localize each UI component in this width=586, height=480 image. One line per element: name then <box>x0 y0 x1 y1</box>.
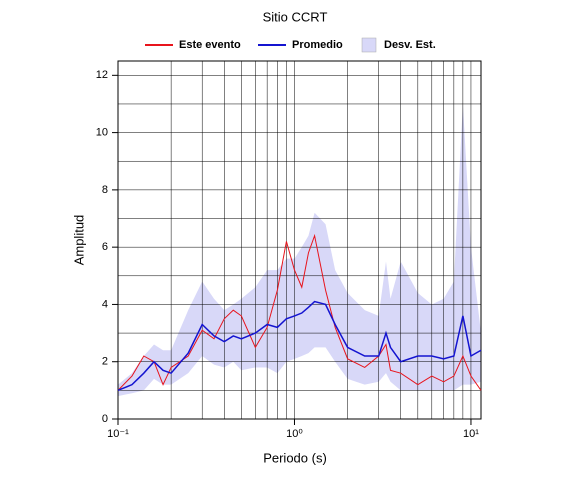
x-tick-label: 10⁰ <box>286 428 303 440</box>
legend-label: Desv. Est. <box>384 39 436 51</box>
y-tick-label: 2 <box>102 356 108 368</box>
y-tick-label: 12 <box>96 69 108 81</box>
x-tick-label: 10⁻¹ <box>107 428 129 440</box>
y-tick-label: 8 <box>102 184 108 196</box>
plot-frame <box>117 60 482 420</box>
x-tick-label: 10¹ <box>463 428 479 440</box>
y-tick-label: 0 <box>102 413 108 425</box>
series-line <box>117 300 482 392</box>
chart-title: Sitio CCRT <box>263 9 328 24</box>
legend-label: Este evento <box>179 39 241 51</box>
std-band <box>118 103 481 397</box>
y-tick-label: 6 <box>102 241 108 253</box>
legend-label: Promedio <box>292 39 343 51</box>
y-tick-label: 4 <box>102 298 108 310</box>
x-axis-title: Periodo (s) <box>263 450 327 465</box>
y-tick-label: 10 <box>96 127 108 139</box>
legend-swatch <box>361 37 377 53</box>
y-axis-title: Amplitud <box>71 215 86 266</box>
